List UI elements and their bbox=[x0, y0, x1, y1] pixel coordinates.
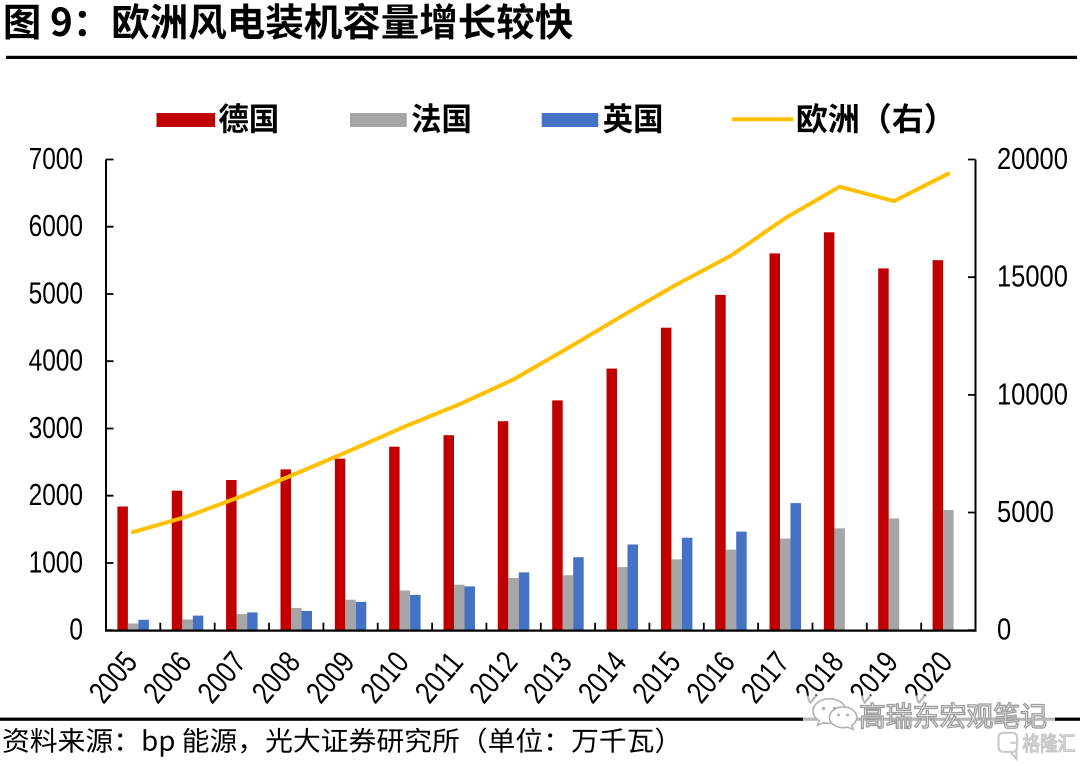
svg-text:20000: 20000 bbox=[997, 142, 1068, 176]
svg-text:0: 0 bbox=[997, 613, 1011, 647]
svg-text:15000: 15000 bbox=[997, 260, 1068, 294]
svg-text:3000: 3000 bbox=[29, 411, 83, 445]
svg-text:4000: 4000 bbox=[29, 344, 83, 378]
svg-text:2000: 2000 bbox=[29, 478, 83, 512]
svg-text:6000: 6000 bbox=[29, 209, 83, 243]
svg-text:0: 0 bbox=[69, 613, 83, 647]
svg-text:1000: 1000 bbox=[29, 546, 83, 580]
svg-text:10000: 10000 bbox=[997, 377, 1068, 411]
svg-text:5000: 5000 bbox=[997, 495, 1054, 529]
svg-text:7000: 7000 bbox=[29, 142, 83, 176]
svg-text:5000: 5000 bbox=[29, 277, 83, 311]
